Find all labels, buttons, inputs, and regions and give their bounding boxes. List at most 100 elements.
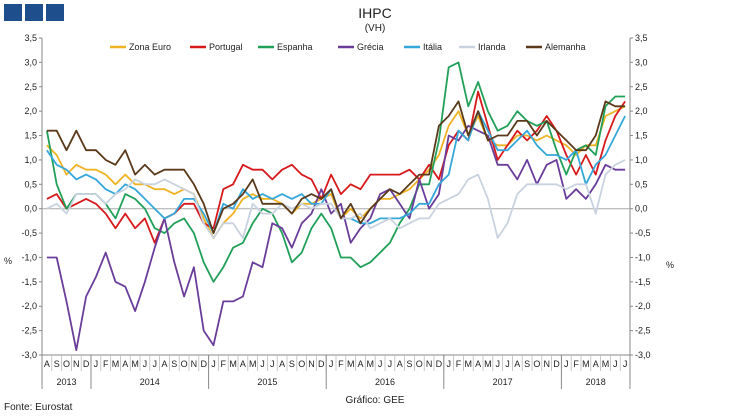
month-label: A — [279, 359, 285, 369]
month-label: O — [298, 359, 305, 369]
month-label: A — [44, 359, 50, 369]
y-tick-label-left: -2,0 — [21, 301, 37, 311]
y-tick-label-left: 2,0 — [24, 106, 37, 116]
legend-label: Irlanda — [478, 42, 506, 52]
y-tick-label-right: -0,5 — [635, 228, 651, 238]
y-tick-label-left: 0,5 — [24, 179, 37, 189]
month-label: D — [553, 359, 560, 369]
month-label: M — [347, 359, 355, 369]
series-line-alemanha — [46, 100, 626, 235]
y-tick-label-left: 2,5 — [24, 82, 37, 92]
y-tick-label-right: -1,0 — [635, 252, 651, 262]
y-tick-label-left: 1,0 — [24, 155, 37, 165]
y-tick-label-left: 0,0 — [24, 204, 37, 214]
month-label: N — [308, 359, 315, 369]
month-label: N — [191, 359, 198, 369]
month-label: N — [73, 359, 80, 369]
logo — [4, 4, 64, 21]
logo-square — [46, 4, 64, 21]
month-label: D — [436, 359, 443, 369]
y-tick-label-right: 0,5 — [635, 179, 648, 189]
month-label: J — [94, 359, 99, 369]
month-label: F — [103, 359, 109, 369]
series-line-portugal — [46, 90, 626, 244]
month-label: J — [388, 359, 393, 369]
y-tick-label-left: -1,0 — [21, 252, 37, 262]
month-label: M — [367, 359, 375, 369]
month-label: O — [416, 359, 423, 369]
month-label: J — [505, 359, 510, 369]
month-label: A — [357, 359, 363, 369]
month-label: M — [229, 359, 237, 369]
y-tick-label-right: 2,5 — [635, 82, 648, 92]
y-tick-label-left: -2,5 — [21, 326, 37, 336]
month-label: J — [152, 359, 157, 369]
legend-label: Espanha — [277, 42, 313, 52]
y-tick-label-right: -1,5 — [635, 277, 651, 287]
month-label: F — [456, 359, 462, 369]
legend-label: Alemanha — [545, 42, 586, 52]
month-label: M — [249, 359, 257, 369]
month-label: D — [318, 359, 325, 369]
y-tick-label-right: -3,0 — [635, 350, 651, 360]
month-label: N — [426, 359, 433, 369]
month-label: O — [533, 359, 540, 369]
y-tick-label-left: 3,0 — [24, 57, 37, 67]
month-label: J — [260, 359, 265, 369]
logo-square — [4, 4, 22, 21]
month-label: J — [613, 359, 618, 369]
month-label: F — [221, 359, 227, 369]
month-label: J — [211, 359, 216, 369]
year-label: 2017 — [493, 377, 513, 387]
y-tick-label-left: -0,5 — [21, 228, 37, 238]
year-label: 2018 — [586, 377, 606, 387]
month-label: F — [573, 359, 579, 369]
y-tick-label-right: 3,0 — [635, 57, 648, 67]
month-label: O — [63, 359, 70, 369]
month-label: J — [329, 359, 334, 369]
month-label: A — [514, 359, 520, 369]
month-label: S — [54, 359, 60, 369]
month-label: A — [475, 359, 481, 369]
month-label: F — [338, 359, 344, 369]
y-axis-label-right: % — [666, 260, 674, 270]
month-label: O — [181, 359, 188, 369]
month-label: M — [465, 359, 473, 369]
month-label: M — [484, 359, 492, 369]
series-line-espanha — [46, 61, 626, 283]
y-tick-label-right: 1,0 — [635, 155, 648, 165]
chart-subtitle: (VH) — [364, 23, 386, 34]
legend-label: Grécia — [357, 42, 384, 52]
y-tick-label-right: -2,5 — [635, 326, 651, 336]
year-label: 2014 — [140, 377, 160, 387]
year-label: 2015 — [257, 377, 277, 387]
y-tick-label-right: 0,0 — [635, 204, 648, 214]
month-label: M — [582, 359, 590, 369]
month-label: D — [200, 359, 207, 369]
y-tick-label-right: 2,0 — [635, 106, 648, 116]
month-label: D — [83, 359, 90, 369]
chart-credit: Gráfico: GEE — [345, 395, 405, 406]
legend-label: Portugal — [209, 42, 243, 52]
month-label: J — [446, 359, 451, 369]
month-label: J — [270, 359, 275, 369]
month-label: S — [289, 359, 295, 369]
y-tick-label-left: -3,0 — [21, 350, 37, 360]
month-label: A — [593, 359, 599, 369]
month-label: J — [143, 359, 148, 369]
series-line-irlanda — [46, 159, 626, 239]
y-tick-label-right: -2,0 — [635, 301, 651, 311]
month-label: M — [602, 359, 610, 369]
month-label: J — [378, 359, 383, 369]
month-label: S — [171, 359, 177, 369]
series-line-gr-cia — [46, 124, 626, 352]
legend-label: Itália — [423, 42, 442, 52]
y-axis-label-left: % — [4, 256, 12, 266]
month-label: M — [112, 359, 120, 369]
y-tick-label-left: -1,5 — [21, 277, 37, 287]
month-label: M — [131, 359, 139, 369]
month-label: A — [397, 359, 403, 369]
legend-label: Zona Euro — [129, 42, 171, 52]
month-label: J — [495, 359, 500, 369]
